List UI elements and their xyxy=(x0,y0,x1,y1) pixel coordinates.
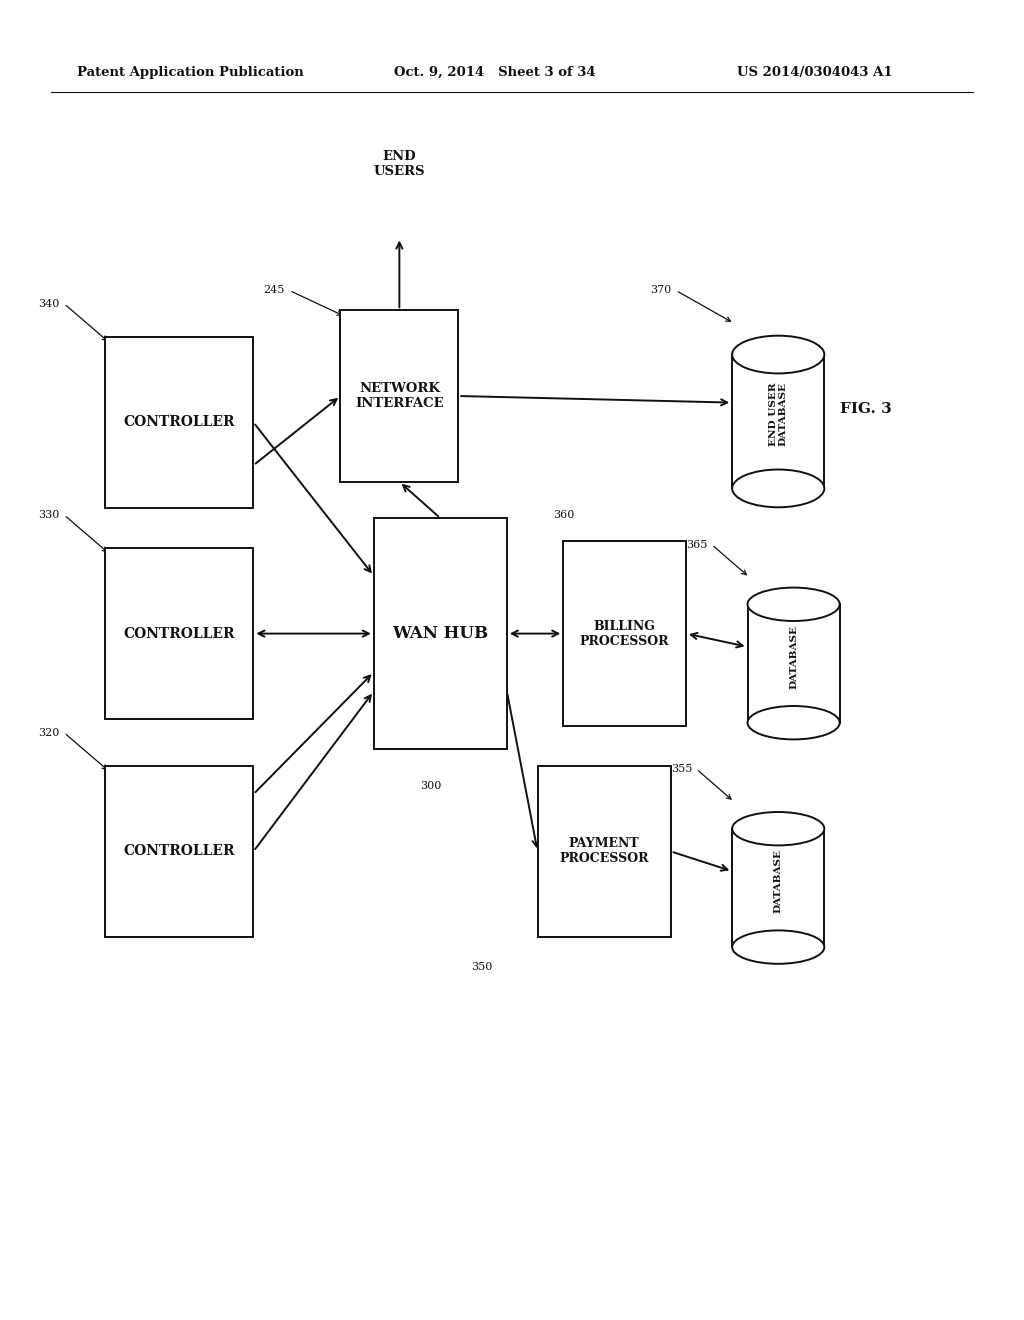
Text: CONTROLLER: CONTROLLER xyxy=(124,627,234,640)
Ellipse shape xyxy=(732,931,824,964)
Text: FIG. 3: FIG. 3 xyxy=(840,403,892,416)
Text: PAYMENT
PROCESSOR: PAYMENT PROCESSOR xyxy=(559,837,649,866)
Text: 365: 365 xyxy=(686,540,708,549)
Text: NETWORK
INTERFACE: NETWORK INTERFACE xyxy=(355,381,443,411)
Text: 370: 370 xyxy=(650,285,672,296)
Ellipse shape xyxy=(732,335,824,374)
Bar xyxy=(538,766,671,937)
Text: CONTROLLER: CONTROLLER xyxy=(124,416,234,429)
Bar xyxy=(104,766,254,937)
Text: 355: 355 xyxy=(671,764,692,774)
Bar xyxy=(104,337,254,508)
Text: 330: 330 xyxy=(38,510,59,520)
Ellipse shape xyxy=(748,706,840,739)
Text: 245: 245 xyxy=(264,285,285,296)
Bar xyxy=(340,310,459,482)
Bar xyxy=(732,355,824,488)
Bar xyxy=(748,605,840,722)
Ellipse shape xyxy=(732,812,824,845)
Bar xyxy=(563,541,686,726)
Text: DATABASE: DATABASE xyxy=(790,624,798,689)
Text: 360: 360 xyxy=(553,510,574,520)
Text: 340: 340 xyxy=(38,298,59,309)
Text: 300: 300 xyxy=(420,780,441,791)
Text: CONTROLLER: CONTROLLER xyxy=(124,845,234,858)
Text: DATABASE: DATABASE xyxy=(774,849,782,913)
Text: 320: 320 xyxy=(38,727,59,738)
Bar xyxy=(732,829,824,948)
Bar xyxy=(374,519,507,750)
Text: BILLING
PROCESSOR: BILLING PROCESSOR xyxy=(580,619,670,648)
Text: END USER
DATABASE: END USER DATABASE xyxy=(769,381,787,446)
Text: US 2014/0304043 A1: US 2014/0304043 A1 xyxy=(737,66,893,79)
Ellipse shape xyxy=(748,587,840,620)
Text: Patent Application Publication: Patent Application Publication xyxy=(77,66,303,79)
Bar xyxy=(104,548,254,719)
Ellipse shape xyxy=(732,470,824,507)
Text: END
USERS: END USERS xyxy=(374,150,425,178)
Text: WAN HUB: WAN HUB xyxy=(392,626,488,642)
Text: Oct. 9, 2014   Sheet 3 of 34: Oct. 9, 2014 Sheet 3 of 34 xyxy=(394,66,596,79)
Text: 350: 350 xyxy=(471,962,493,973)
